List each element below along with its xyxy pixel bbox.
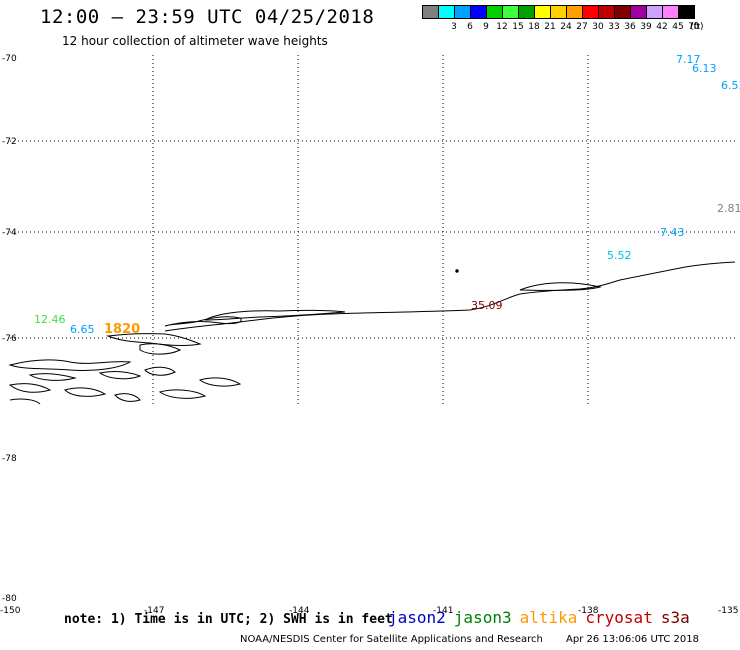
lon-label-141: -141: [433, 606, 454, 616]
color-swatch: [582, 5, 599, 19]
color-scale-label: 6: [467, 22, 473, 32]
satellite-jason2: jason2: [388, 608, 446, 627]
lat-label-70: -70: [2, 54, 17, 64]
color-scale-label: 42: [656, 22, 668, 32]
color-scale-label: 39: [640, 22, 652, 32]
color-swatch: [646, 5, 663, 19]
color-scale-label: 27: [576, 22, 588, 32]
lat-label-80: -80: [2, 594, 17, 604]
color-scale-label: 18: [528, 22, 540, 32]
color-scale-label: 30: [592, 22, 604, 32]
obs-value: 7.17: [676, 53, 701, 66]
color-swatch: [534, 5, 551, 19]
color-scale-label: 15: [512, 22, 524, 32]
map-title: 12:00 – 23:59 UTC 04/25/2018: [40, 6, 375, 28]
satellite-s3a: s3a: [660, 608, 690, 627]
lat-label-76: -76: [2, 334, 17, 344]
color-scale-label: 21: [544, 22, 556, 32]
color-swatch: [662, 5, 679, 19]
color-swatch: [598, 5, 615, 19]
color-swatch: [678, 5, 695, 19]
color-scale-labels: 3 6 9 12 15 18 21 24 27 30 33 36 39 42 45 70 (ft): [422, 22, 740, 34]
obs-value: 6.13: [692, 62, 717, 75]
lon-label-144: -144: [289, 606, 310, 616]
lat-label-74: -74: [2, 228, 17, 238]
color-scale-label: 33: [608, 22, 620, 32]
color-scale-label: 45: [672, 22, 684, 32]
satellite-altika: altika: [519, 608, 578, 627]
lon-label-135: -135: [718, 606, 739, 616]
satellite-jason3: jason3: [453, 608, 512, 627]
color-swatch: [518, 5, 535, 19]
obs-value: 2.81: [717, 202, 740, 215]
credit-text: NOAA/NESDIS Center for Satellite Applica…: [240, 634, 543, 645]
color-swatch: [502, 5, 519, 19]
lon-label-150: -150: [0, 606, 21, 616]
color-swatch: [438, 5, 455, 19]
color-swatch: [470, 5, 487, 19]
lon-label-138: -138: [578, 606, 599, 616]
footer-note: note: 1) Time is in UTC; 2) SWH is in fe…: [64, 612, 393, 627]
color-scale-label: 12: [496, 22, 508, 32]
obs-value: 6.53: [721, 79, 740, 92]
obs-value: 7.43: [660, 226, 685, 239]
color-scale-label: 9: [483, 22, 489, 32]
color-swatch: [454, 5, 471, 19]
color-scale-label: 36: [624, 22, 636, 32]
obs-value: 1820: [104, 322, 140, 337]
color-scale-label: 3: [451, 22, 457, 32]
obs-value: 6.65: [70, 323, 95, 336]
color-swatch: [566, 5, 583, 19]
color-scale: [422, 5, 695, 19]
satellite-cryosat: cryosat: [585, 608, 653, 627]
color-swatch: [550, 5, 567, 19]
lat-label-78: -78: [2, 454, 17, 464]
color-swatch: [486, 5, 503, 19]
color-scale-label: 24: [560, 22, 572, 32]
obs-value: 12.46: [34, 313, 66, 326]
color-scale-label: 70: [688, 22, 700, 32]
generated-timestamp: Apr 26 13:06:06 UTC 2018: [566, 634, 699, 645]
satellite-legend: jason2 jason3 altika cryosat s3a: [388, 608, 698, 627]
color-swatch: [614, 5, 631, 19]
lat-label-72: -72: [2, 137, 17, 147]
coastline: [8, 261, 736, 405]
lon-label-147: -147: [144, 606, 165, 616]
grid: [10, 55, 735, 405]
color-swatch: [422, 5, 439, 19]
obs-value: 35.09: [471, 299, 503, 312]
map-subtitle: 12 hour collection of altimeter wave hei…: [62, 34, 328, 48]
obs-value: 5.52: [607, 249, 632, 262]
color-scale-unit: (ft): [690, 22, 704, 32]
color-swatch: [630, 5, 647, 19]
